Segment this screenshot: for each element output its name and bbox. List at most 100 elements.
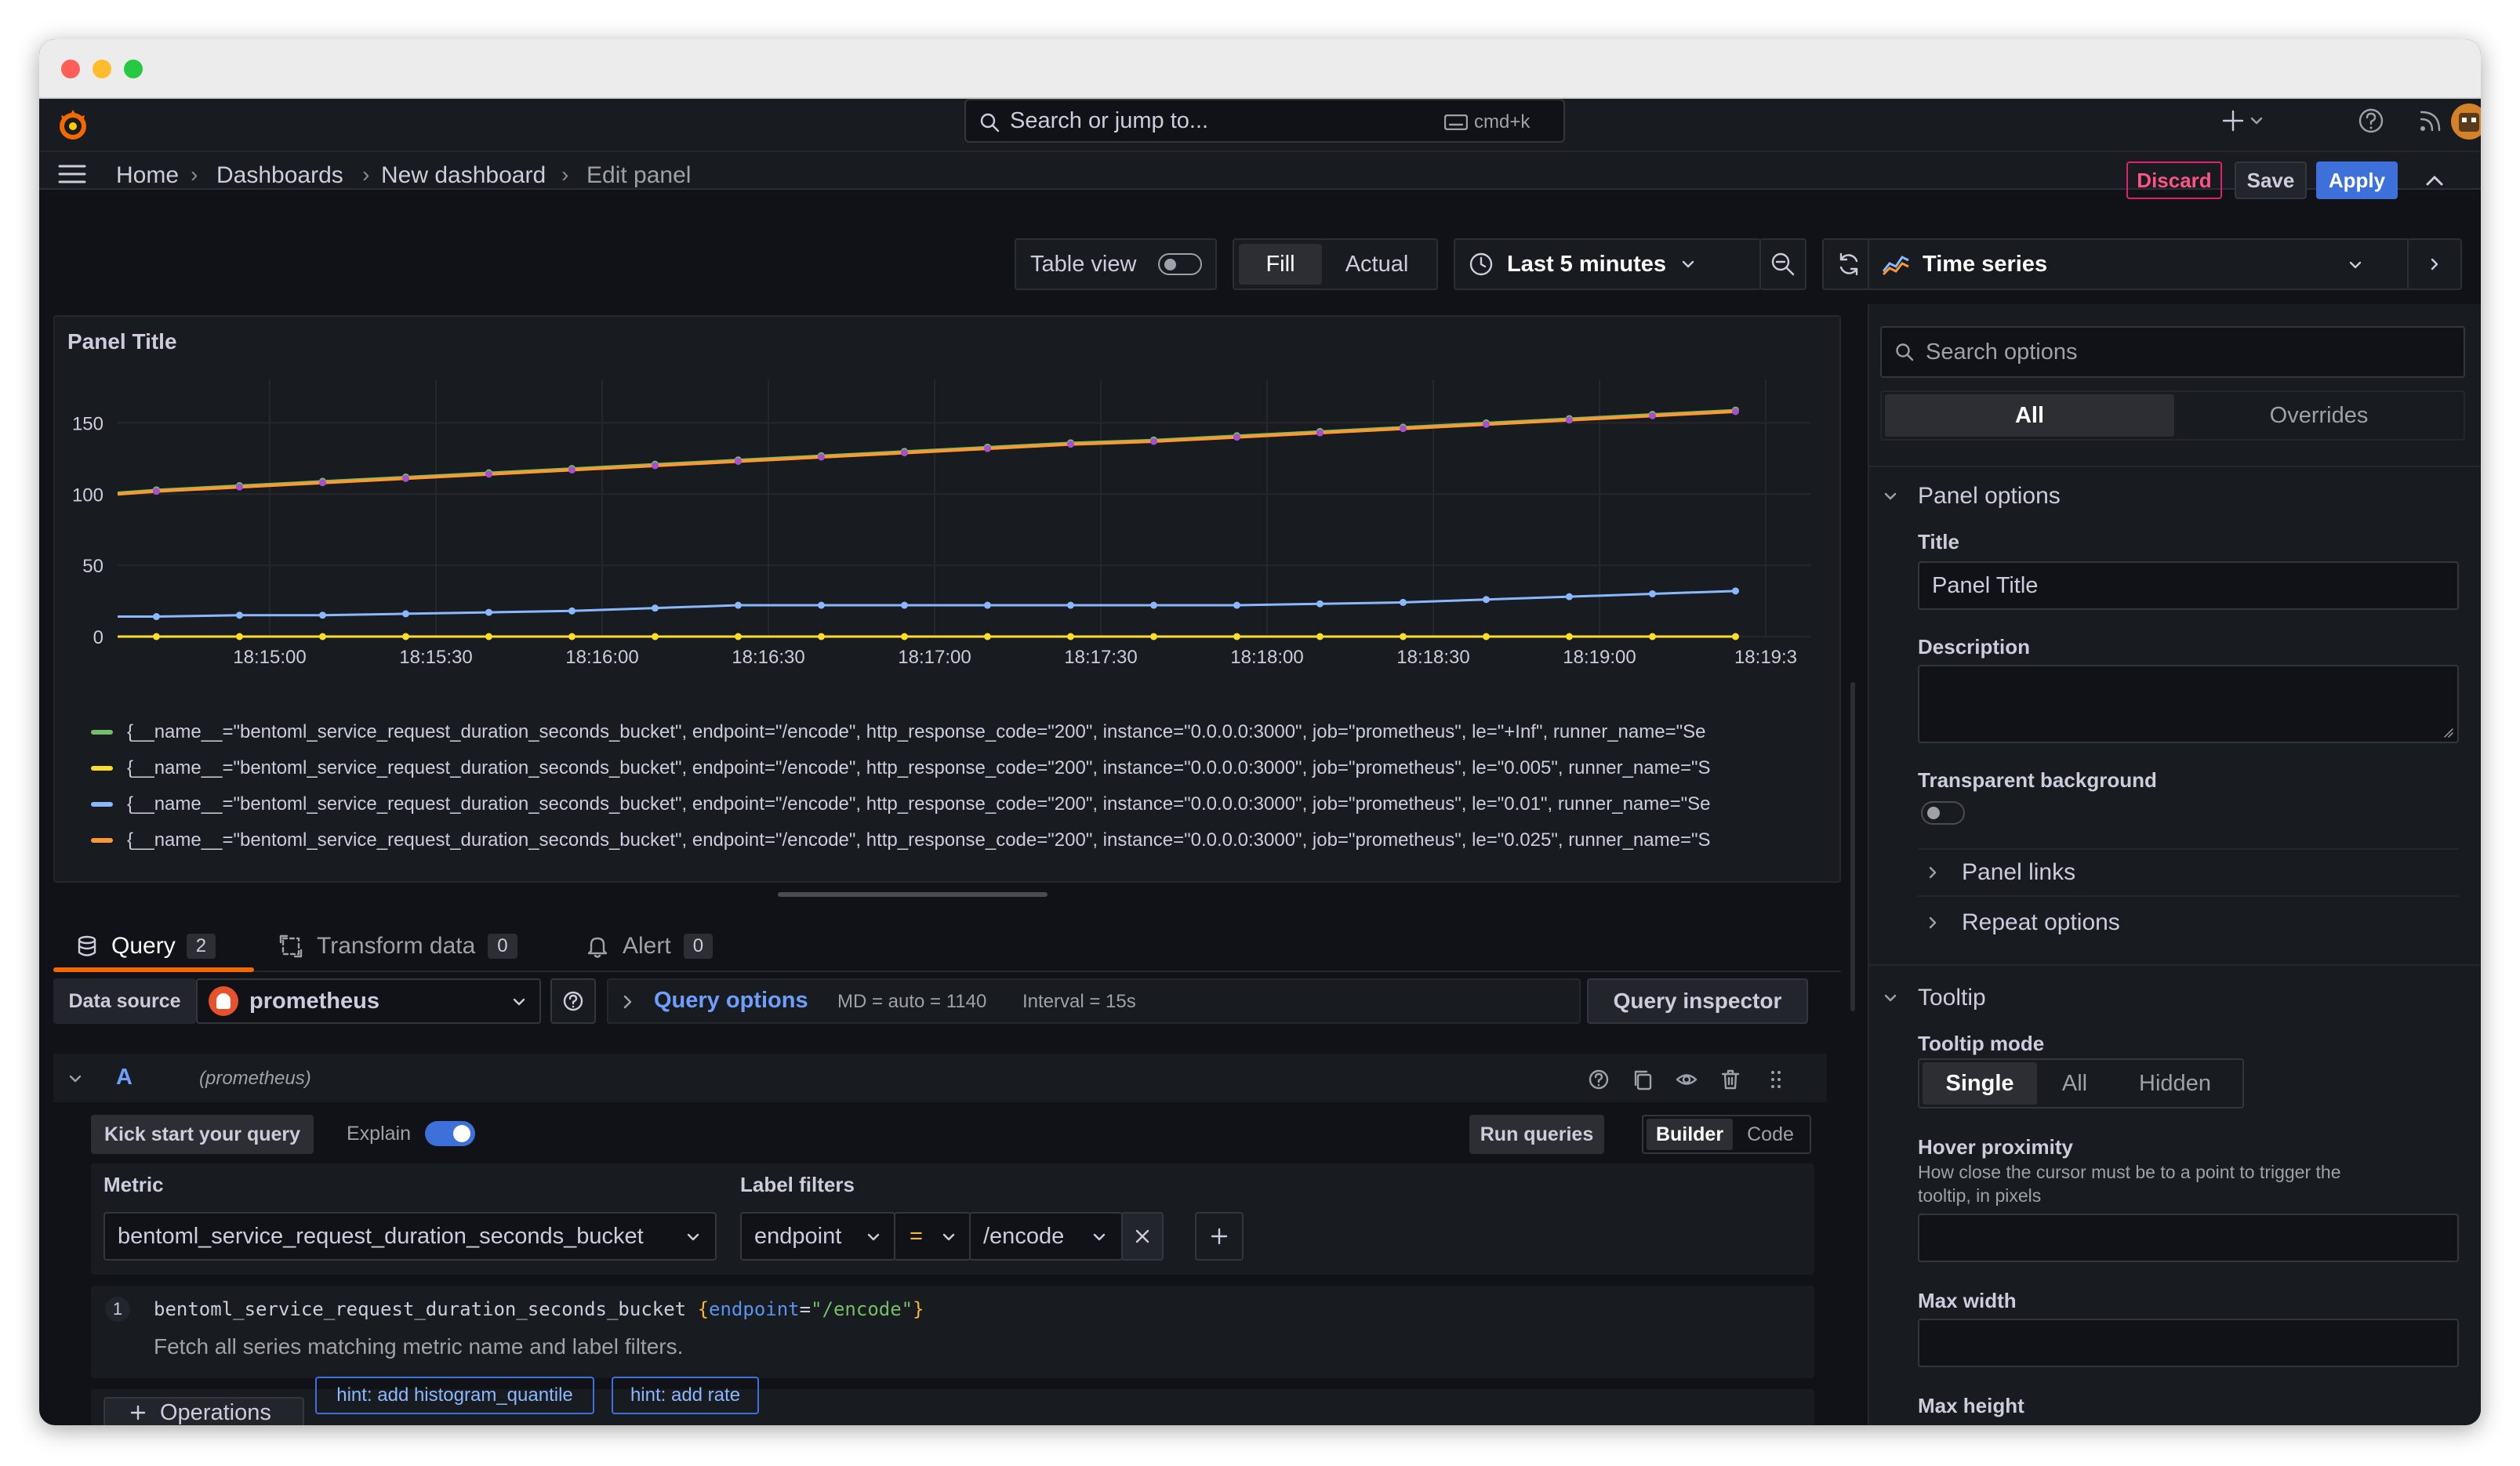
data-source-picker[interactable]: prometheus xyxy=(196,978,541,1024)
add-label-filter-button[interactable] xyxy=(1195,1212,1244,1261)
grafana-logo-icon[interactable] xyxy=(53,105,93,144)
panel-options-heading[interactable]: Panel options xyxy=(1918,483,2061,509)
tooltip-mode-all[interactable]: All xyxy=(2061,1070,2088,1096)
label-filter-operator-select[interactable]: = xyxy=(894,1212,971,1261)
transparent-background-toggle[interactable] xyxy=(1921,801,1965,825)
title-input[interactable]: Panel Title xyxy=(1918,561,2459,610)
panel-links-heading[interactable]: Panel links xyxy=(1962,859,2076,885)
news-feed-icon[interactable] xyxy=(2417,107,2445,135)
query-options-link[interactable]: Query options xyxy=(654,988,808,1013)
splitter-handle[interactable] xyxy=(778,892,1048,897)
search-input[interactable]: Search or jump to... cmd+k xyxy=(964,99,1565,143)
refresh-button[interactable] xyxy=(1822,238,1875,290)
query-ref-id[interactable]: A xyxy=(116,1065,133,1090)
tab-overrides[interactable]: Overrides xyxy=(2269,402,2369,428)
add-operation-button[interactable]: Operations xyxy=(103,1397,304,1425)
save-button[interactable]: Save xyxy=(2235,161,2307,199)
tooltip-mode-group: Single All Hidden xyxy=(1918,1058,2244,1109)
query-inspector-button[interactable]: Query inspector xyxy=(1587,978,1808,1024)
hint-histogram-quantile-button[interactable]: hint: add histogram_quantile xyxy=(315,1377,594,1414)
chevron-down-icon xyxy=(942,1233,955,1241)
data-point xyxy=(1648,412,1656,419)
drag-handle-icon[interactable] xyxy=(1764,1068,1788,1091)
clock-icon xyxy=(1469,252,1493,276)
run-queries-button[interactable]: Run queries xyxy=(1469,1115,1604,1154)
hover-proximity-input[interactable] xyxy=(1918,1214,2459,1262)
builder-mode-option[interactable]: Builder xyxy=(1647,1119,1733,1150)
explain-toggle[interactable] xyxy=(425,1121,475,1146)
resize-handle-icon[interactable] xyxy=(2443,728,2454,738)
help-icon[interactable] xyxy=(1587,1068,1610,1091)
data-point xyxy=(485,470,492,478)
toggle-options-pane-button[interactable] xyxy=(2407,238,2462,290)
data-point xyxy=(900,601,908,609)
collapse-chevron-up-icon[interactable] xyxy=(2423,171,2446,190)
max-width-input[interactable] xyxy=(1918,1319,2459,1367)
options-search-input[interactable]: Search options xyxy=(1880,326,2465,378)
add-new-button[interactable] xyxy=(2219,103,2269,138)
legend-item[interactable]: {__name__="bentoml_service_request_durat… xyxy=(91,825,1886,856)
table-view-switch[interactable] xyxy=(1158,253,1203,275)
label-filter-value-select[interactable]: /encode xyxy=(969,1212,1123,1261)
series-line xyxy=(117,409,1736,496)
metric-select[interactable]: bentoml_service_request_duration_seconds… xyxy=(103,1212,717,1261)
legend-item[interactable]: {__name__="bentoml_service_request_durat… xyxy=(91,789,1886,820)
query-tabs xyxy=(53,920,1841,972)
plus-icon xyxy=(130,1405,146,1421)
actual-option[interactable]: Actual xyxy=(1345,251,1409,277)
breadcrumb-new-dashboard[interactable]: New dashboard xyxy=(381,162,546,188)
kick-start-query-button[interactable]: Kick start your query xyxy=(91,1115,314,1154)
search-icon xyxy=(1896,343,1914,361)
menu-icon[interactable] xyxy=(56,161,88,187)
chevron-right-icon[interactable] xyxy=(1924,864,1941,881)
tooltip-mode-hidden[interactable]: Hidden xyxy=(2139,1070,2211,1096)
discard-button[interactable]: Discard xyxy=(2126,161,2222,199)
eye-icon[interactable] xyxy=(1675,1068,1698,1091)
code-mode-option[interactable]: Code xyxy=(1747,1123,1794,1145)
visualization-picker[interactable]: Time series xyxy=(1868,238,2410,290)
tooltip-heading[interactable]: Tooltip xyxy=(1918,985,1986,1011)
description-textarea[interactable] xyxy=(1918,665,2459,743)
chevron-right-icon[interactable] xyxy=(1924,914,1941,931)
prometheus-icon xyxy=(209,986,238,1016)
plus-icon xyxy=(2222,110,2263,132)
hover-proximity-description: How close the cursor must be to a point … xyxy=(1918,1162,2341,1182)
time-range-picker[interactable]: Last 5 minutes xyxy=(1454,238,1761,290)
chevron-down-icon[interactable] xyxy=(1882,488,1899,505)
tab-transform-data[interactable]: Transform data 0 xyxy=(274,920,572,972)
table-view-toggle[interactable]: Table view xyxy=(1015,238,1217,290)
minimize-window-button[interactable] xyxy=(93,60,111,78)
hint-add-rate-button[interactable]: hint: add rate xyxy=(612,1377,759,1414)
vertical-scrollbar[interactable] xyxy=(1850,682,1855,1011)
label-filter-key: endpoint xyxy=(754,1223,842,1249)
chevron-down-icon[interactable] xyxy=(1882,989,1899,1007)
help-icon[interactable] xyxy=(2357,107,2385,135)
fill-option[interactable]: Fill xyxy=(1239,244,1322,285)
tab-alert[interactable]: Alert 0 xyxy=(583,920,772,972)
maximize-window-button[interactable] xyxy=(124,60,143,78)
apply-button[interactable]: Apply xyxy=(2316,161,2398,199)
trash-icon[interactable] xyxy=(1719,1068,1742,1091)
zoom-out-button[interactable] xyxy=(1759,238,1806,290)
query-options-bar[interactable]: Query options MD = auto = 1140 Interval … xyxy=(607,978,1581,1024)
data-point xyxy=(568,466,576,474)
time-series-chart[interactable]: 0 50 100 150 18:15:00 18:15:30 18:16:00 18:16:3… xyxy=(55,317,1839,881)
tooltip-mode-single[interactable]: Single xyxy=(1923,1062,2037,1105)
duplicate-icon[interactable] xyxy=(1631,1068,1654,1091)
close-window-button[interactable] xyxy=(61,60,80,78)
collapse-chevron-down-icon[interactable] xyxy=(66,1069,85,1088)
breadcrumb-dashboards[interactable]: Dashboards xyxy=(216,162,343,188)
breadcrumb-home[interactable]: Home xyxy=(116,162,180,188)
user-avatar[interactable] xyxy=(2451,103,2481,140)
x-tick-label: 18:16:30 xyxy=(732,647,804,668)
remove-label-filter-button[interactable] xyxy=(1121,1212,1164,1261)
legend-item[interactable]: {__name__="bentoml_service_request_durat… xyxy=(91,717,1886,748)
tab-all[interactable]: All xyxy=(1885,394,2174,437)
label-filter-key-select[interactable]: endpoint xyxy=(740,1212,895,1261)
data-source-help-button[interactable] xyxy=(550,978,596,1024)
data-point xyxy=(235,611,243,619)
explain-step-number: 1 xyxy=(105,1297,130,1322)
tab-query[interactable]: Query 2 xyxy=(53,920,254,972)
legend-item[interactable]: {__name__="bentoml_service_request_durat… xyxy=(91,753,1886,784)
repeat-options-heading[interactable]: Repeat options xyxy=(1962,909,2120,935)
